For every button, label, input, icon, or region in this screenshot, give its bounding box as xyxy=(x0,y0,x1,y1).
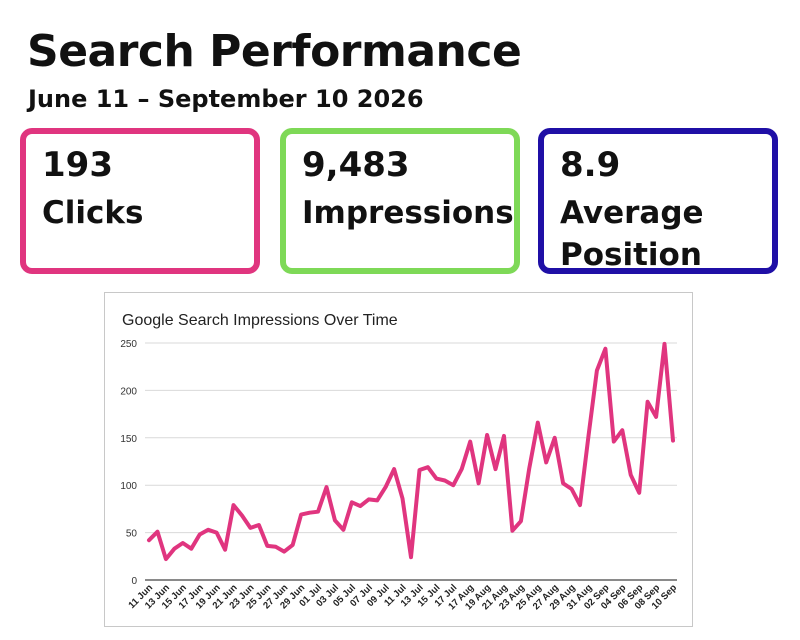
average-position-value: 8.9 xyxy=(560,145,621,185)
average-position-card: 8.9 Average Position xyxy=(538,128,778,274)
impressions-series-line xyxy=(147,341,675,562)
clicks-label: Clicks xyxy=(42,195,144,231)
clicks-card: 193 Clicks xyxy=(20,128,260,274)
impressions-chart: Google Search Impressions Over Time 0 50 1… xyxy=(104,292,693,627)
chart-title: Google Search Impressions Over Time xyxy=(122,312,398,329)
impressions-value: 9,483 xyxy=(302,145,410,185)
impressions-card: 9,483 Impressions xyxy=(280,128,520,274)
impressions-label: Impressions xyxy=(302,195,514,231)
y-tick-label: 250 xyxy=(120,339,137,350)
y-tick-label: 0 xyxy=(131,576,137,587)
y-tick-label: 150 xyxy=(120,434,137,445)
average-position-label: Average Position xyxy=(560,195,704,273)
y-tick-label: 50 xyxy=(126,529,138,540)
page-title: Search Performance xyxy=(27,26,522,77)
y-tick-label: 100 xyxy=(120,481,137,492)
clicks-value: 193 xyxy=(42,145,113,185)
date-range: June 11 – September 10 2026 xyxy=(28,85,424,113)
impressions-line-chart: Google Search Impressions Over Time 0 50 1… xyxy=(120,312,679,612)
y-tick-label: 200 xyxy=(120,386,137,397)
